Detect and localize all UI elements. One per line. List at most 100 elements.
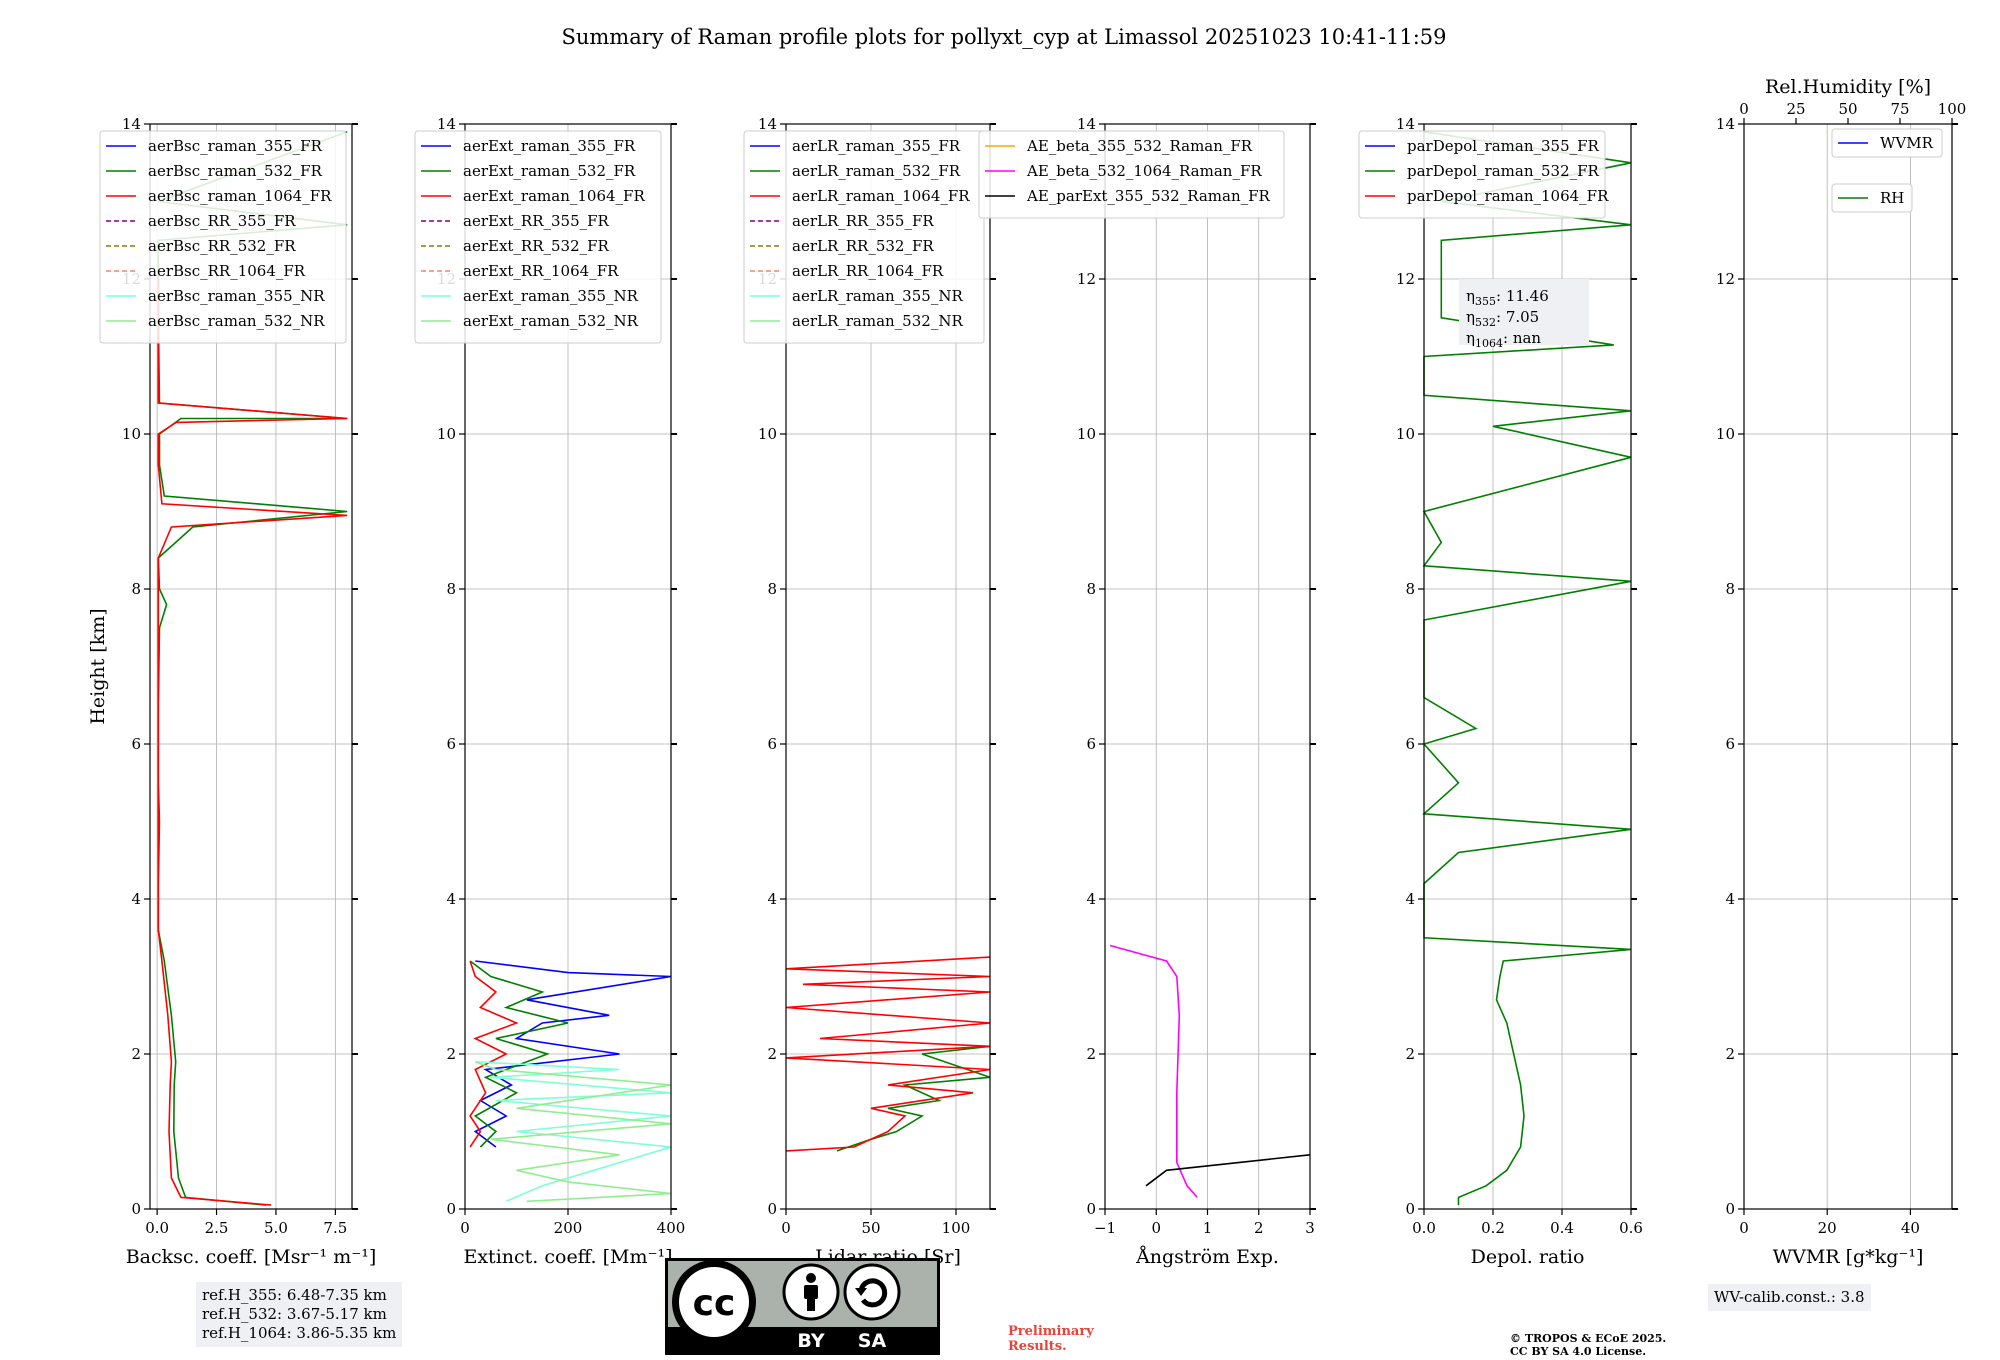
y-tick-label: 8 [1725,580,1735,598]
y-tick-label: 12 [1077,270,1096,288]
eta-line: η1064: nan [1466,329,1541,350]
series-line-AE_parExt_355_532_Raman_FR [1145,1154,1311,1187]
legend-frame [978,130,1285,219]
legend-entry: AE_beta_532_1064_Raman_FR [1026,162,1262,180]
x-axis-label: WVMR [g*kg⁻¹] [1773,1246,1924,1268]
y-tick-label: 2 [1405,1045,1415,1063]
wv-calibration-box: WV-calib.const.: 3.8 [1708,1284,1871,1311]
legend-entry: aerBsc_raman_532_NR [148,312,325,330]
ref-height-532: ref.H_532: 3.67-5.17 km [202,1305,387,1323]
y-tick-label: 4 [1086,890,1096,908]
legend-frame [99,130,347,344]
legend-box: aerLR_raman_355_FR aerLR_raman_532_FR aerL… [743,130,985,344]
x-tick-label: 0.6 [1619,1219,1643,1237]
legend-box: WVMR [1831,128,1943,158]
x-tick-label: 20 [1818,1219,1837,1237]
series-line-aerExt_raman_532_NR [475,1061,672,1203]
eta-subscript: 532 [1475,316,1496,329]
y-tick-label: 6 [767,735,777,753]
series-line-aerLR_raman_1064_FR [785,956,991,1152]
x-tick-label: 5.0 [264,1219,288,1237]
share-alike-icon [843,1263,901,1321]
series-line-aerExt_raman_355_FR [473,960,672,1148]
series-line-aerExt_raman_1064_FR [469,960,519,1148]
x-tick-label: 50 [861,1219,880,1237]
axes-frame [149,123,353,1210]
top-x-tick-label: 50 [1838,100,1857,118]
panel-lidar_ratio: 02468101214050100Lidar ratio [Sr]aerLR_r… [743,115,996,1268]
x-axis-label: Backsc. coeff. [Msr⁻¹ m⁻¹] [126,1246,377,1268]
legend-entry: aerBsc_raman_355_NR [148,287,325,305]
x-axis-label: Ångström Exp. [1135,1246,1279,1268]
legend-box: aerBsc_raman_355_FR aerBsc_raman_532_FRae… [99,130,347,344]
y-tick-label: 14 [1396,115,1415,133]
legend-entry: aerExt_raman_532_NR [463,312,639,330]
x-tick-label: 200 [554,1219,583,1237]
legend-box: parDepol_raman_355_FR parDepol_raman_532_… [1358,130,1609,219]
x-axis-label: Depol. ratio [1471,1246,1585,1268]
y-tick-label: 8 [767,580,777,598]
eta-symbol: η [1466,287,1475,305]
eta-value: : nan [1503,329,1541,347]
legend-entry: aerBsc_raman_532_FR [148,162,323,180]
x-tick-label: 0.0 [145,1219,169,1237]
y-tick-label: 2 [1725,1045,1735,1063]
x-tick-label: 100 [942,1219,971,1237]
wv-calib-constant: WV-calib.const.: 3.8 [1714,1288,1865,1306]
x-tick-label: 0 [1739,1219,1749,1237]
panel-extinction: 024681012140200400Extinct. coeff. [Mm⁻¹]… [414,115,685,1268]
legend-entry: aerExt_RR_1064_FR [463,262,619,280]
legend-entry: aerBsc_RR_1064_FR [148,262,306,280]
series-line-aerBsc_raman_532_FR [157,131,348,1206]
copyright-note: © TROPOS & ECoE 2025. CC BY SA 4.0 Licen… [1510,1332,1666,1358]
annotation-box [1459,279,1589,345]
x-tick-label: 0 [781,1219,791,1237]
legend-entry: aerExt_raman_355_NR [463,287,639,305]
legend-entry: AE_beta_355_532_Raman_FR [1026,137,1253,155]
y-axis-label: Height [km] [87,608,109,724]
eta-symbol: η [1466,329,1475,347]
legend-entry: AE_parExt_355_532_Raman_FR [1026,187,1271,205]
y-tick-label: 0 [446,1200,456,1218]
legend-frame [1831,183,1913,213]
eta-value: : 7.05 [1496,308,1539,326]
series-line-aerBsc_raman_1064_FR [157,279,348,1206]
y-tick-label: 6 [1405,735,1415,753]
legend-frame [414,130,662,344]
axes-frame [1423,123,1632,1210]
legend-entry: aerLR_raman_355_NR [792,287,963,305]
series-line-aerExt_raman_532_FR [469,960,569,1148]
y-tick-label: 10 [122,425,141,443]
legend-entry: aerBsc_raman_1064_FR [148,187,332,205]
legend-entry: aerLR_RR_355_FR [792,212,934,230]
y-tick-label: 12 [1396,270,1415,288]
legend-box: aerExt_raman_355_FR aerExt_raman_532_FRae… [414,130,662,344]
attribution-person-icon [782,1263,840,1321]
x-tick-label: 2 [1254,1219,1264,1237]
legend-entry: aerExt_raman_355_FR [463,137,636,155]
legend-entry: aerLR_raman_1064_FR [792,187,970,205]
x-tick-label: 0 [460,1219,470,1237]
copyright-line-1: © TROPOS & ECoE 2025. [1510,1332,1667,1345]
y-tick-label: 2 [1086,1045,1096,1063]
preliminary-line-1: Preliminary [1008,1324,1094,1339]
preliminary-line-2: Results. [1008,1339,1067,1354]
x-tick-label: 40 [1901,1219,1920,1237]
y-tick-label: 4 [446,890,456,908]
eta-value: : 11.46 [1496,287,1549,305]
top-x-axis-label: Rel.Humidity [%] [1765,76,1931,98]
legend-entry: aerExt_RR_532_FR [463,237,610,255]
legend-entry: aerLR_RR_1064_FR [792,262,944,280]
series-line-AE_beta_532_1064_Raman_FR [1109,944,1198,1198]
legend-box: AE_beta_355_532_Raman_FR AE_beta_532_1064… [978,130,1285,219]
legend-entry: RH [1880,189,1904,207]
x-tick-label: 3 [1305,1219,1315,1237]
x-tick-label: 0.2 [1481,1219,1505,1237]
cc-logo-text: cc [693,1283,736,1324]
legend-entry: parDepol_raman_355_FR [1407,137,1600,155]
y-tick-label: 10 [1396,425,1415,443]
y-tick-label: 14 [1077,115,1096,133]
